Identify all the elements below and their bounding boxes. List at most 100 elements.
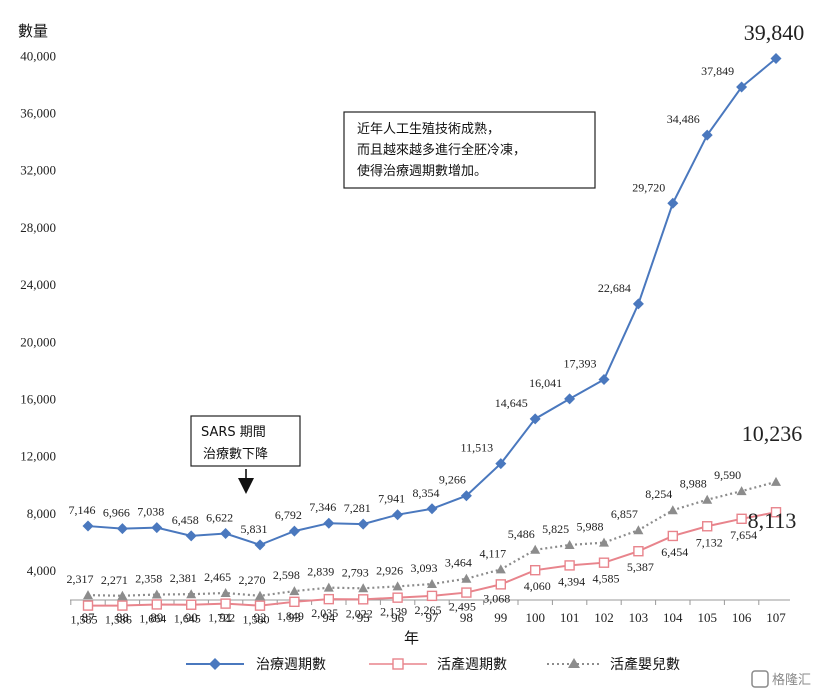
data-label: 2,271 (101, 573, 128, 587)
data-label: 4,585 (593, 572, 620, 586)
annotation-box (190, 415, 301, 467)
data-label: 9,590 (714, 468, 741, 482)
annotation-line-1: 近年人工生殖技術成熟， (357, 121, 500, 137)
data-label: 1,586 (105, 613, 132, 627)
data-point (185, 530, 197, 542)
data-point (461, 587, 472, 598)
data-point (770, 53, 782, 65)
data-label: 7,281 (344, 501, 371, 515)
data-label: 5,831 (241, 522, 268, 536)
data-point (392, 592, 403, 603)
y-axis-title: 數量 (18, 22, 48, 40)
data-label-layer: 7,146 6,966 7,038 6,458 6,622 5,831 6,792 7,346… (67, 20, 805, 627)
data-label: 4,394 (558, 574, 585, 588)
data-point (771, 476, 781, 486)
legend-item-live-birth-cycles: 活產週期數 (369, 656, 507, 673)
x-tick-label: 90 (185, 610, 198, 625)
x-tick-label: 99 (494, 610, 507, 625)
data-label: 2,465 (204, 570, 231, 584)
x-tick-label: 87 (82, 610, 96, 625)
legend-item-live-births: 活產嬰兒數 (547, 656, 680, 673)
y-axis-ticks: 4,000 8,000 12,000 16,000 20,000 24,000 28,000… (20, 48, 56, 578)
data-label: 7,654 (730, 528, 757, 542)
x-tick-label: 101 (560, 610, 580, 625)
data-point (599, 537, 609, 547)
y-tick-label: 32,000 (20, 163, 56, 178)
y-tick-label: 28,000 (20, 220, 56, 235)
data-label: 6,622 (206, 511, 233, 525)
data-label: 39,840 (744, 20, 805, 45)
data-point (185, 599, 197, 610)
data-point (633, 525, 644, 535)
diamond-marker-icon (209, 658, 221, 670)
data-point (564, 560, 575, 571)
data-point (702, 494, 713, 504)
data-label: 1,645 (174, 612, 201, 626)
data-label: 5,988 (577, 520, 604, 534)
data-point (82, 600, 94, 611)
x-tick-label: 105 (697, 610, 717, 625)
data-label: 3,464 (445, 556, 472, 570)
data-point (186, 589, 197, 599)
y-tick-label: 36,000 (20, 105, 56, 120)
y-tick-label: 20,000 (20, 334, 56, 349)
data-point (667, 505, 678, 515)
annotation-box (343, 111, 596, 189)
data-label: 3,093 (411, 561, 438, 575)
data-label: 2,381 (170, 571, 197, 585)
y-tick-label: 16,000 (20, 391, 56, 406)
data-label: 2,317 (67, 572, 94, 586)
data-point (289, 596, 300, 608)
x-tick-label: 91 (219, 610, 232, 625)
data-label: 11,513 (461, 441, 494, 455)
legend-item-treatment-cycles: 治療週期數 (186, 656, 326, 673)
data-label: 2,839 (307, 565, 334, 579)
data-point (255, 590, 265, 600)
data-point (323, 582, 334, 592)
data-point (323, 517, 335, 529)
data-label: 1,585 (71, 613, 98, 627)
x-tick-label: 94 (322, 610, 336, 625)
data-label: 6,792 (275, 508, 302, 522)
data-label: 8,113 (748, 508, 797, 533)
data-label: 4,060 (524, 579, 551, 593)
annotation-sars-note: SARS 期間 治療數下降 (190, 415, 301, 494)
x-tick-label: 93 (288, 610, 301, 625)
legend-label: 活產週期數 (437, 656, 507, 673)
data-point (82, 520, 94, 532)
data-label: 4,117 (480, 546, 507, 560)
data-label: 1,722 (208, 611, 235, 625)
annotation-line-2: 而且越來越多進行全胚冷凍， (357, 142, 526, 158)
data-label: 2,139 (380, 605, 407, 619)
data-point (598, 374, 610, 386)
data-label: 6,458 (172, 513, 199, 527)
data-point (530, 564, 541, 576)
data-label: 3,068 (483, 591, 510, 605)
data-point (460, 490, 472, 502)
annotation-line-1: SARS 期間 (201, 425, 266, 440)
data-point (495, 564, 506, 574)
data-label: 29,720 (632, 180, 665, 194)
data-label: 2,495 (449, 600, 476, 614)
x-tick-label: 98 (460, 610, 473, 625)
data-label: 17,393 (564, 357, 597, 371)
data-point (220, 588, 231, 598)
x-tick-label: 106 (732, 610, 752, 625)
x-tick-label: 104 (663, 610, 683, 625)
data-label: 6,966 (103, 506, 130, 520)
glh-logo-icon (751, 670, 769, 688)
watermark-text: 格隆汇 (772, 672, 811, 688)
data-label: 22,684 (598, 281, 631, 295)
data-label: 7,941 (378, 492, 405, 506)
data-label: 7,346 (309, 500, 336, 514)
x-tick-label: 97 (426, 610, 440, 625)
data-point (598, 557, 610, 568)
data-label: 9,266 (439, 473, 466, 487)
data-point (701, 129, 713, 141)
x-tick-label: 92 (254, 610, 267, 625)
y-tick-label: 12,000 (20, 449, 56, 464)
data-label: 34,486 (667, 112, 700, 126)
data-label: 7,132 (696, 535, 723, 549)
x-tick-label: 96 (391, 610, 405, 625)
